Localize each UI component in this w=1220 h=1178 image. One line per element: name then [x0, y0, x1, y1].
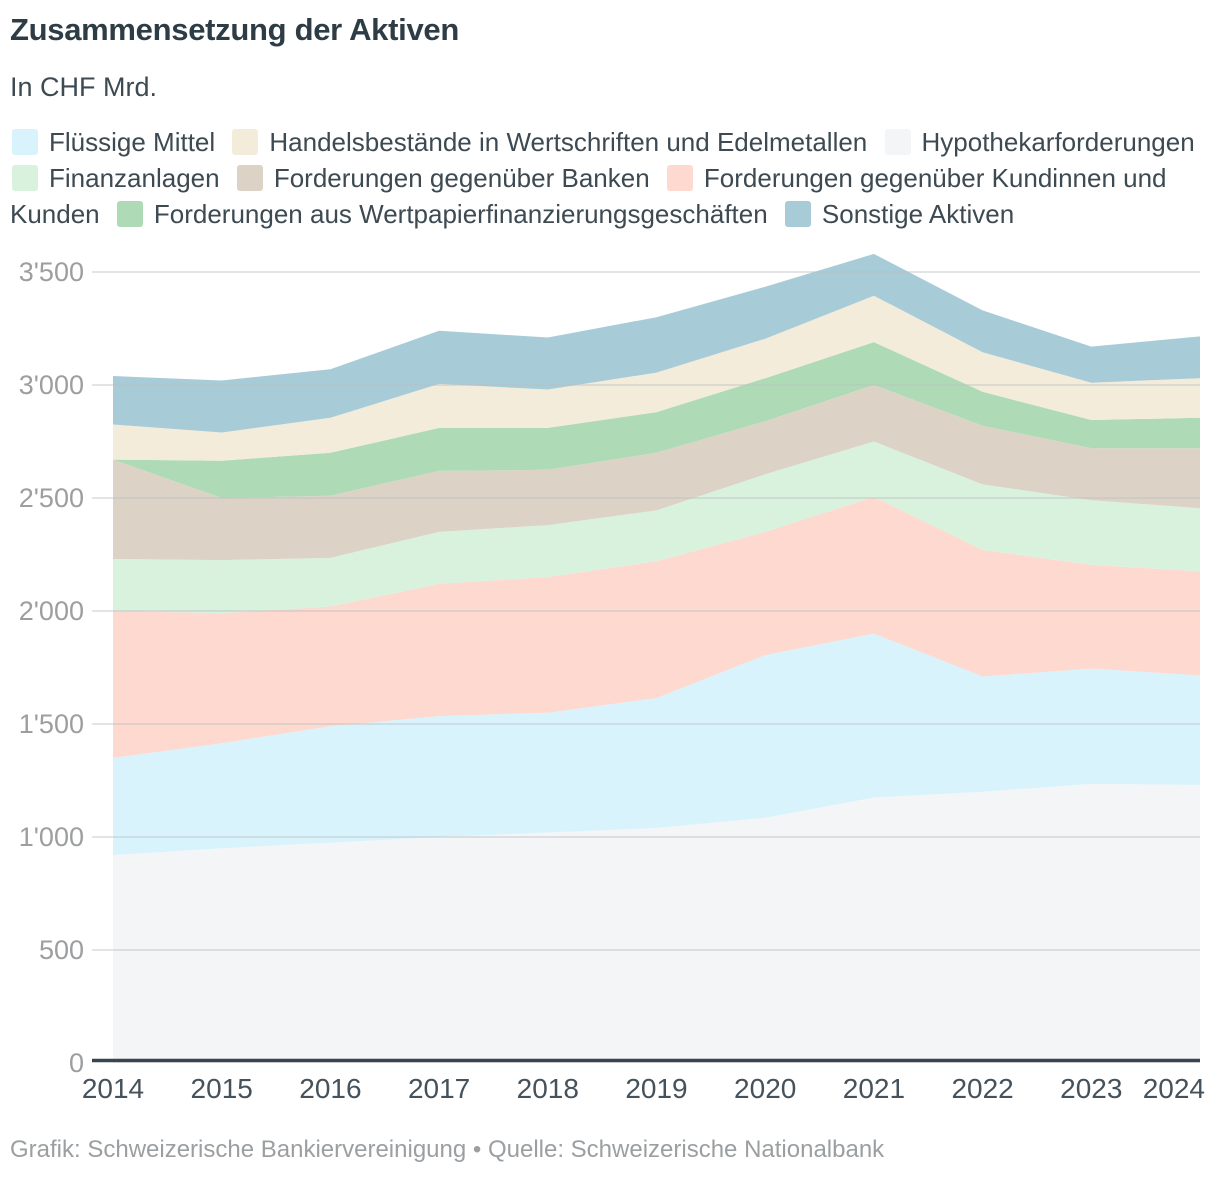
legend-item-label: Forderungen gegenüber Banken	[273, 163, 650, 193]
legend-item: Forderungen gegenüber Banken	[235, 163, 650, 193]
legend-swatch-icon	[12, 129, 38, 155]
legend-swatch-icon	[236, 165, 263, 191]
legend-swatch-icon	[12, 165, 38, 191]
legend-item-label: Sonstige Aktiven	[821, 199, 1015, 229]
area-band	[113, 496, 1200, 758]
legend-item-label: Hypothekarforderungen	[921, 127, 1195, 157]
x-tick-label: 2023	[1060, 1073, 1122, 1104]
legend-item: Forderungen gegenüber Kundinnen und Kund…	[10, 163, 1167, 229]
x-tick-label: 2015	[191, 1073, 253, 1104]
area-band	[113, 385, 1200, 561]
legend-item-label: Forderungen aus Wertpapierfinanzierungsg…	[153, 199, 768, 229]
area-band	[113, 295, 1200, 461]
legend-item: Sonstige Aktiven	[783, 199, 1014, 229]
legend-item-label: Forderungen gegenüber Kundinnen und Kund…	[10, 163, 1167, 229]
area-band	[113, 253, 1200, 433]
x-tick-label: 2020	[734, 1073, 796, 1104]
legend-swatch-icon	[666, 165, 693, 191]
legend-item: Finanzanlagen	[10, 163, 220, 193]
legend-item-label: Flüssige Mittel	[49, 127, 216, 157]
legend: Flüssige Mittel Handelsbestände in Werts…	[10, 124, 1205, 232]
y-tick-label: 1'000	[19, 822, 84, 852]
y-tick-label: 2'500	[19, 483, 84, 513]
x-tick-label: 2017	[408, 1073, 470, 1104]
legend-item: Forderungen aus Wertpapierfinanzierungsg…	[115, 199, 768, 229]
legend-item-label: Handelsbestände in Wertschriften und Ede…	[269, 127, 868, 157]
y-tick-label: 3'000	[19, 370, 84, 400]
legend-swatch-icon	[116, 201, 143, 227]
x-tick-label: 2019	[625, 1073, 687, 1104]
area-band	[113, 342, 1200, 498]
y-tick-label: 500	[39, 935, 84, 965]
area-band	[113, 783, 1200, 1063]
stacked-area-chart: 0 500 1'000 1'500 2'000 2'500 3'000 3'500 2014 20…	[19, 253, 1205, 1104]
y-tick-label: 0	[69, 1048, 84, 1078]
x-tick-label: 2016	[299, 1073, 361, 1104]
legend-swatch-icon	[784, 201, 811, 227]
x-tick-label: 2018	[517, 1073, 579, 1104]
legend-item: Flüssige Mittel	[10, 127, 215, 157]
y-tick-label: 3'500	[19, 257, 84, 287]
page-title: Zusammensetzung der Aktiven	[10, 12, 459, 47]
y-tick-label: 1'500	[19, 709, 84, 739]
legend-swatch-icon	[232, 129, 259, 155]
legend-item: Handelsbestände in Wertschriften und Ede…	[230, 127, 867, 157]
y-tick-label: 2'000	[19, 596, 84, 626]
x-tick-label: 2014	[82, 1073, 144, 1104]
legend-swatch-icon	[884, 129, 911, 155]
legend-item: Hypothekarforderungen	[883, 127, 1195, 157]
x-tick-label: 2022	[951, 1073, 1013, 1104]
chart-subtitle: In CHF Mrd.	[10, 72, 158, 102]
area-band	[113, 633, 1200, 856]
area-band	[113, 441, 1200, 614]
x-tick-label: 2024	[1143, 1073, 1205, 1104]
legend-item-label: Finanzanlagen	[49, 163, 220, 193]
source-caption: Grafik: Schweizerische Bankiervereinigun…	[10, 1136, 885, 1163]
x-tick-label: 2021	[843, 1073, 905, 1104]
